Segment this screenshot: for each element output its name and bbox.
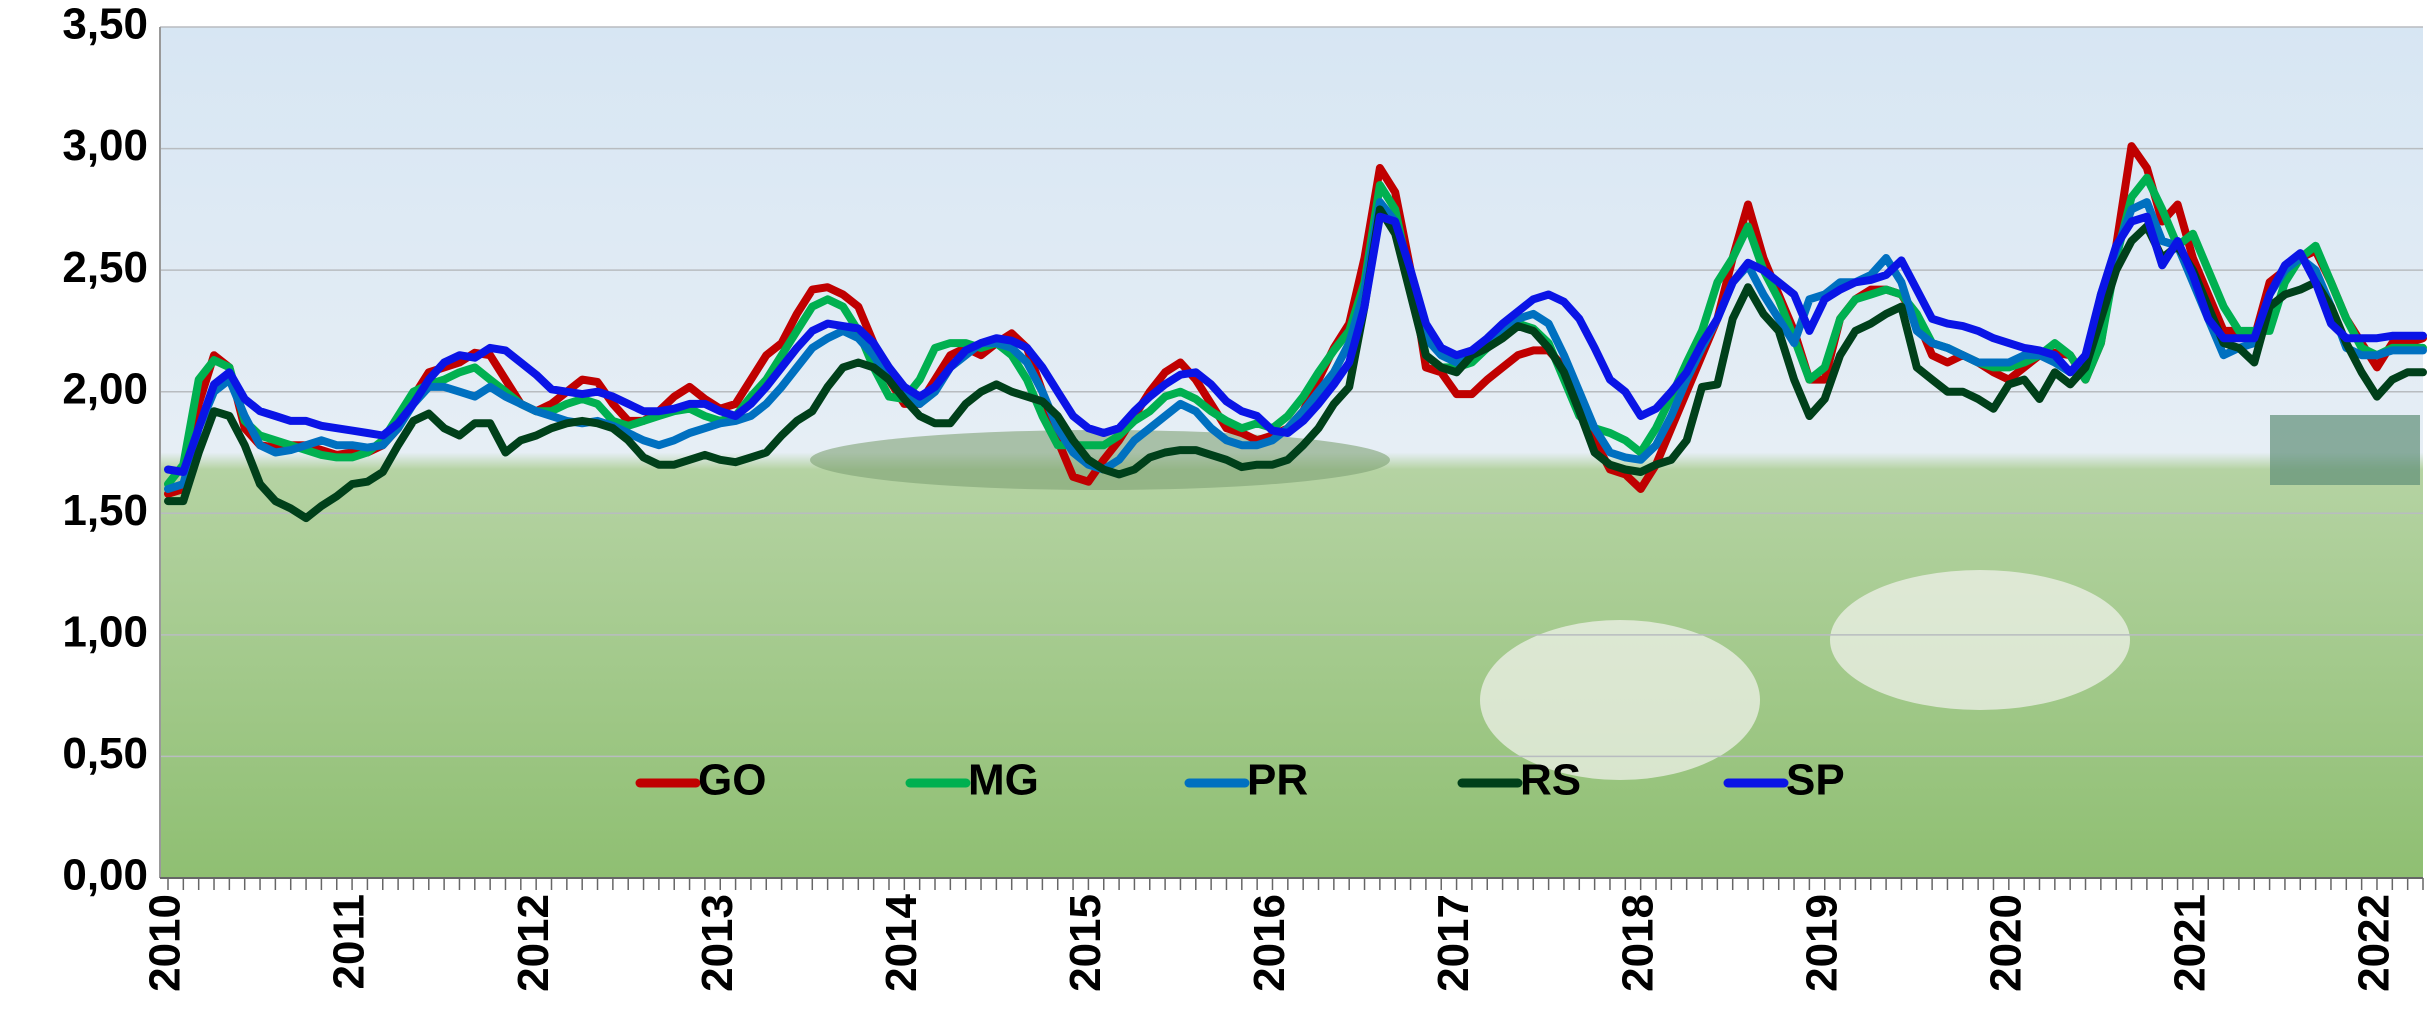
x-tick-label: 2018 [1613,894,1662,992]
cow [1830,570,2130,710]
barn [2270,415,2420,485]
x-tick-label: 2012 [509,894,558,992]
y-tick-label: 2,00 [62,364,148,413]
x-tick-label: 2019 [1797,894,1846,992]
y-tick-label: 2,50 [62,243,148,292]
y-tick-label: 1,00 [62,607,148,656]
y-tick-label: 3,50 [62,0,148,49]
y-tick-label: 0,00 [62,851,148,900]
x-tick-label: 2020 [1981,894,2030,992]
legend-label: SP [1786,756,1845,805]
legend-label: MG [968,756,1039,805]
x-tick-label: 2021 [2166,894,2215,992]
lines [164,142,2427,523]
y-tick-label: 3,00 [62,121,148,170]
series-line [164,198,2427,493]
y-tick-label: 0,50 [62,729,148,778]
legend-label: RS [1520,756,1581,805]
x-tick-label: 2017 [1429,894,1478,992]
x-tick-label: 2014 [877,893,926,991]
legend-label: PR [1247,756,1308,805]
y-tick-label: 1,50 [62,486,148,535]
x-tick-label: 2016 [1245,894,1294,992]
legend: GO MG PR RS SP [635,756,1845,805]
cow [1480,620,1760,780]
series-line [164,212,2427,476]
x-tick-label: 2011 [325,894,374,989]
x-tick-label: 2015 [1061,894,1110,992]
x-tick-label: 2010 [141,894,190,992]
x-tick-label: 2022 [2350,894,2399,992]
series-line [164,205,2427,523]
legend-label: GO [698,756,766,805]
x-tick-label: 2013 [693,894,742,992]
